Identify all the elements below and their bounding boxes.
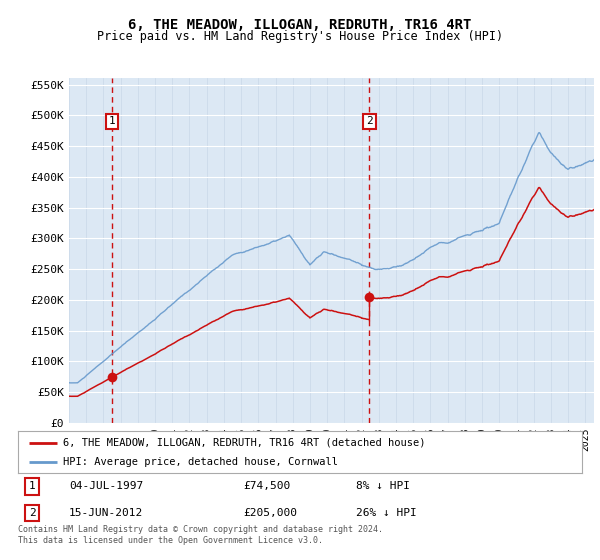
Text: 2: 2 — [29, 508, 35, 518]
Text: HPI: Average price, detached house, Cornwall: HPI: Average price, detached house, Corn… — [63, 457, 338, 467]
Text: 8% ↓ HPI: 8% ↓ HPI — [356, 482, 410, 492]
Text: 2: 2 — [366, 116, 373, 127]
Text: 6, THE MEADOW, ILLOGAN, REDRUTH, TR16 4RT: 6, THE MEADOW, ILLOGAN, REDRUTH, TR16 4R… — [128, 18, 472, 32]
Text: £74,500: £74,500 — [244, 482, 291, 492]
Text: 6, THE MEADOW, ILLOGAN, REDRUTH, TR16 4RT (detached house): 6, THE MEADOW, ILLOGAN, REDRUTH, TR16 4R… — [63, 437, 425, 447]
Text: £205,000: £205,000 — [244, 508, 298, 518]
Text: 26% ↓ HPI: 26% ↓ HPI — [356, 508, 417, 518]
Text: 15-JUN-2012: 15-JUN-2012 — [69, 508, 143, 518]
Text: Contains HM Land Registry data © Crown copyright and database right 2024.
This d: Contains HM Land Registry data © Crown c… — [18, 525, 383, 545]
Text: 1: 1 — [109, 116, 115, 127]
Text: Price paid vs. HM Land Registry's House Price Index (HPI): Price paid vs. HM Land Registry's House … — [97, 30, 503, 43]
Text: 04-JUL-1997: 04-JUL-1997 — [69, 482, 143, 492]
Text: 1: 1 — [29, 482, 35, 492]
